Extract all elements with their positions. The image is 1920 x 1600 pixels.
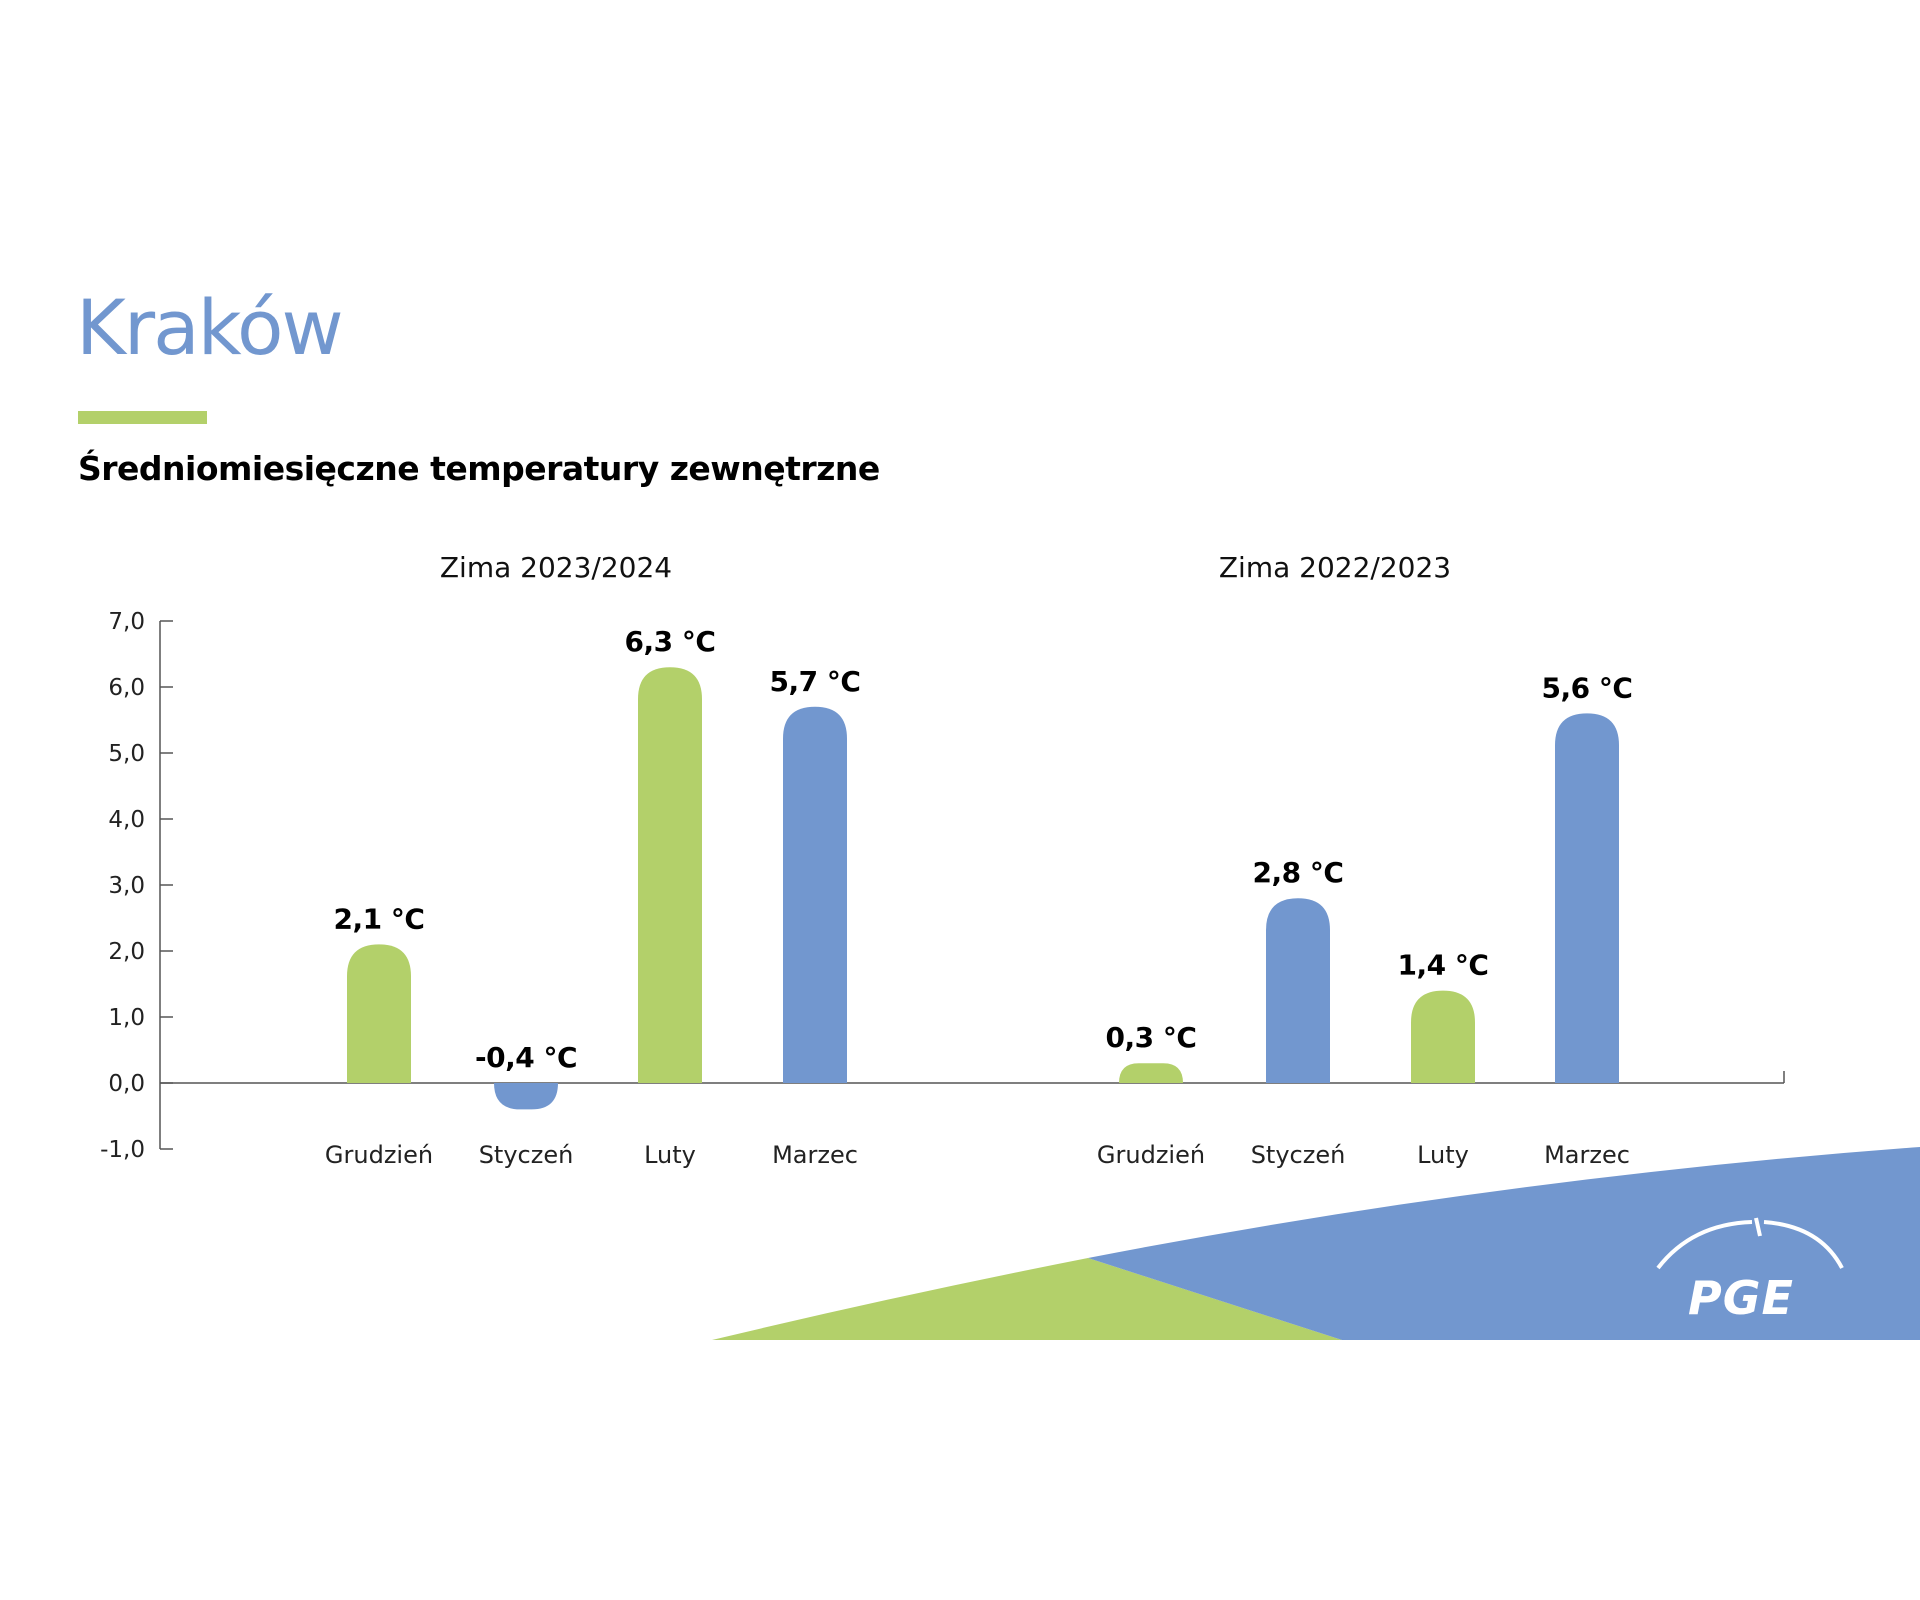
category-label: Styczeń — [1251, 1141, 1346, 1169]
data-label: 5,7 °C — [770, 665, 861, 698]
title-accent-bar — [78, 411, 207, 424]
wave-green-shape — [712, 1258, 1342, 1340]
category-label: Grudzień — [1097, 1141, 1205, 1169]
category-label: Styczeń — [479, 1141, 574, 1169]
category-label: Luty — [1417, 1141, 1469, 1169]
bar — [494, 1083, 558, 1110]
y-tick-label: 3,0 — [108, 873, 145, 899]
category-label: Grudzień — [325, 1141, 433, 1169]
pge-logo-tick — [1754, 1217, 1762, 1237]
bar — [783, 706, 847, 1083]
data-label: -0,4 °C — [475, 1041, 577, 1074]
category-label: Luty — [644, 1141, 696, 1169]
y-tick-label: -1,0 — [100, 1137, 145, 1163]
y-tick-label: 2,0 — [108, 939, 145, 965]
data-label: 1,4 °C — [1398, 949, 1489, 982]
bar — [1411, 990, 1475, 1083]
data-label: 0,3 °C — [1106, 1021, 1197, 1054]
page-title: Kraków — [76, 283, 344, 372]
bar — [347, 944, 411, 1083]
category-label: Marzec — [1544, 1141, 1630, 1169]
data-label: 2,1 °C — [334, 902, 425, 935]
y-tick-label: 7,0 — [108, 609, 145, 635]
pge-logo: PGE — [1656, 1217, 1844, 1324]
pge-logo-arc-right — [1763, 1220, 1844, 1269]
data-label: 6,3 °C — [625, 625, 716, 658]
y-tick-label: 6,0 — [108, 675, 145, 701]
y-tick-label: 1,0 — [108, 1005, 145, 1031]
pge-logo-arc-left — [1656, 1220, 1753, 1270]
y-tick-label: 5,0 — [108, 741, 145, 767]
chart-subtitle: Średniomiesięczne temperatury zewnętrzne — [78, 449, 880, 488]
bar — [1119, 1063, 1183, 1083]
y-tick-label: 0,0 — [108, 1071, 145, 1097]
wave-blue-shape — [1088, 1147, 1920, 1340]
pge-logo-text: PGE — [1688, 1271, 1794, 1324]
group-title: Zima 2022/2023 — [1219, 551, 1451, 584]
bar — [1555, 713, 1619, 1083]
y-tick-label: 4,0 — [108, 807, 145, 833]
data-label: 5,6 °C — [1542, 671, 1633, 704]
data-label: 2,8 °C — [1253, 856, 1344, 889]
category-label: Marzec — [772, 1141, 858, 1169]
bar — [638, 667, 702, 1083]
bar — [1266, 898, 1330, 1083]
group-title: Zima 2023/2024 — [440, 551, 672, 584]
